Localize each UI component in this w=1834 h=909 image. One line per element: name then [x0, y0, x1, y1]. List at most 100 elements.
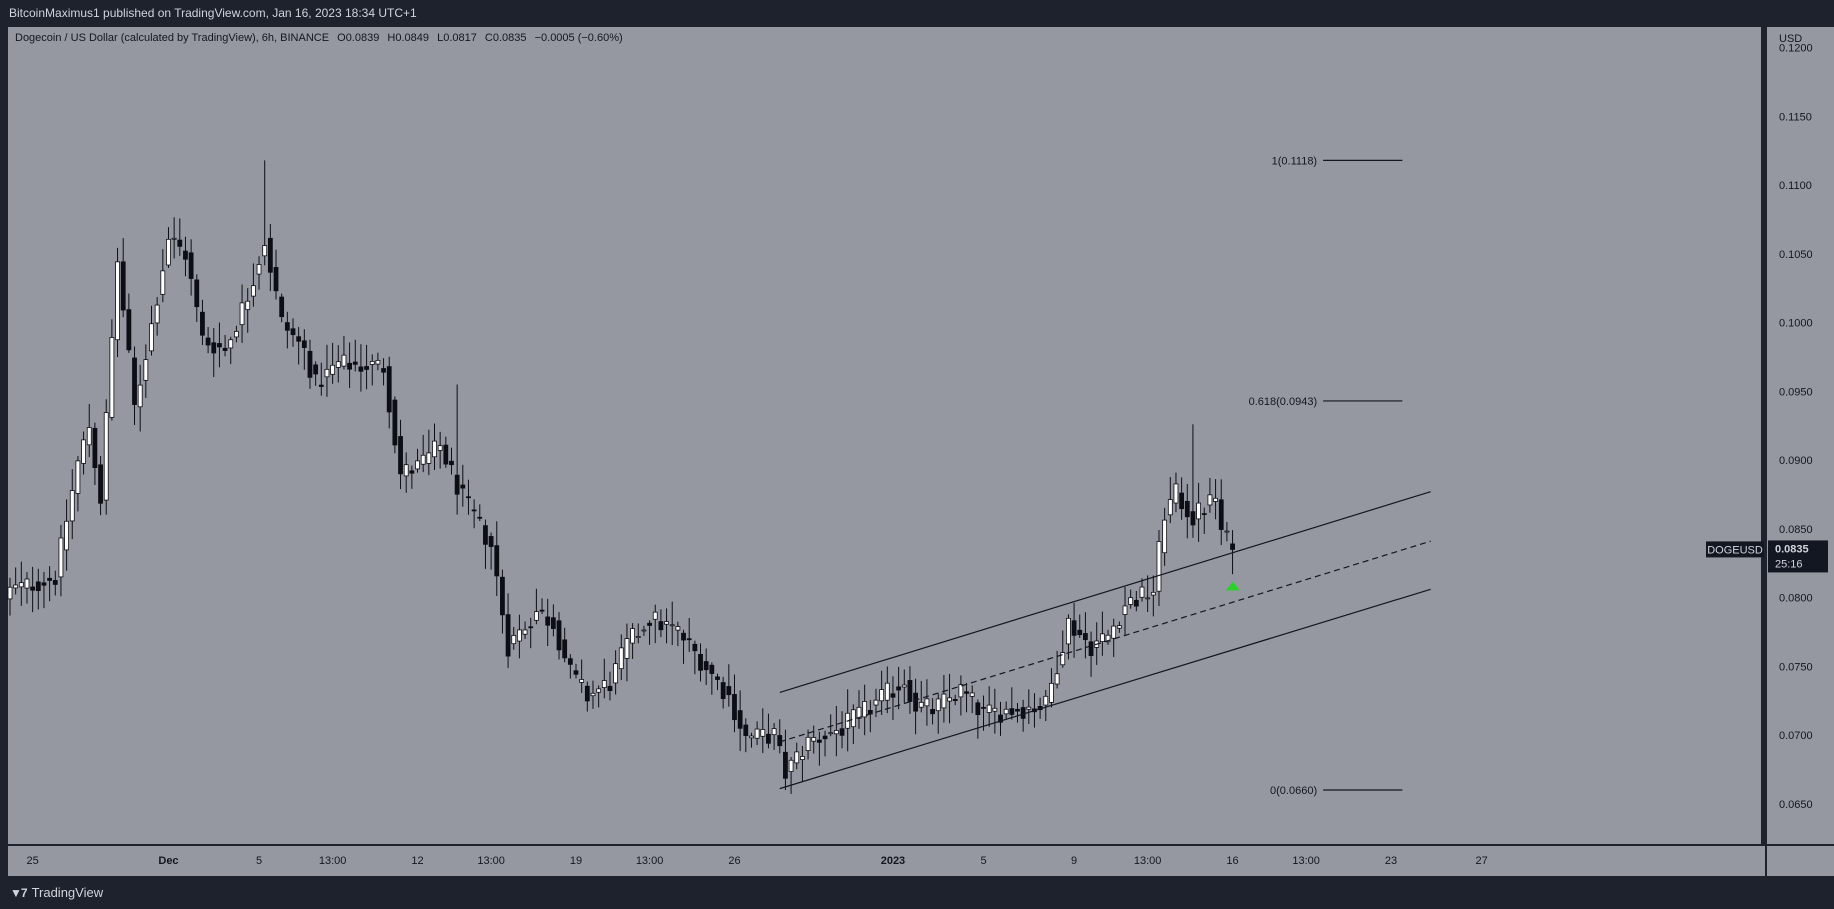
candle [777, 719, 783, 754]
candle-down-body [126, 309, 132, 351]
price-scale-background[interactable] [1767, 27, 1834, 845]
price-tick-label: 0.0850 [1779, 524, 1813, 536]
candle-up-body [160, 270, 166, 295]
candle-down-body [681, 632, 686, 641]
tradingview-brand[interactable]: ▼7 TradingView [10, 885, 103, 900]
candle-up-body [1066, 617, 1071, 645]
candle [1077, 614, 1083, 639]
candle-up-body [590, 692, 596, 697]
candle [1116, 621, 1122, 633]
candle [143, 344, 149, 398]
candle [1162, 507, 1168, 566]
candle-up-body [250, 285, 256, 297]
candle-up-body [64, 520, 69, 551]
candle-up-body [969, 692, 975, 697]
arrow-up-icon [1225, 581, 1240, 591]
price-chart[interactable]: 1(0.1118)0.618(0.0943)0(0.0660) 0.12000.… [0, 27, 1834, 876]
candle-up-body [228, 339, 234, 349]
candle-up-body [13, 584, 19, 589]
candle [1015, 702, 1020, 723]
legend-low-value: 0.0817 [443, 32, 477, 44]
legend-symbol[interactable]: Dogecoin / US Dollar (calculated by Trad… [15, 32, 329, 44]
candle-up-body [850, 709, 856, 728]
candle [839, 711, 845, 749]
price-tick-label: 0.0650 [1779, 799, 1813, 811]
candle [669, 601, 675, 646]
chart-frame[interactable]: 1(0.1118) 0.618(0.0943) 0(0.0660) 0.1200 0.… [0, 27, 1834, 876]
candle-up-body [613, 663, 619, 684]
candle-down-body [35, 581, 41, 592]
candle-down-body [211, 342, 217, 354]
time-scale-background[interactable] [8, 845, 1834, 876]
candle-down-body [686, 638, 692, 641]
candle [171, 217, 177, 259]
candle [601, 658, 607, 699]
candle [743, 718, 749, 753]
candle-up-body [1049, 682, 1054, 703]
time-tick-label: 27 [1475, 855, 1487, 867]
time-tick-label: Dec [158, 855, 178, 867]
candle-up-body [924, 698, 930, 707]
candle-down-body [607, 685, 613, 692]
candle-down-body [545, 616, 551, 626]
candle-up-body [754, 728, 760, 739]
candle [115, 247, 120, 358]
candle-down-body [358, 366, 364, 372]
candle [969, 685, 975, 714]
candle [958, 675, 964, 716]
candle [166, 227, 171, 268]
candle-up-body [1099, 633, 1105, 643]
candle [1190, 424, 1196, 538]
publish-info: BitcoinMaximus1 published on TradingView… [0, 0, 1834, 27]
candle [828, 714, 834, 737]
price-tick-label: 0.1050 [1779, 249, 1813, 261]
candle [952, 694, 958, 706]
time-tick-label: 13:00 [319, 855, 347, 867]
candle [267, 224, 273, 292]
candle [913, 678, 918, 735]
candle-down-body [483, 525, 488, 545]
candle [222, 335, 228, 357]
candle-up-body [873, 699, 879, 706]
candle [1207, 477, 1213, 513]
time-tick-label: 2023 [881, 855, 905, 867]
candle [273, 249, 279, 300]
candle-down-body [98, 464, 103, 504]
time-tick-label: 12 [411, 855, 423, 867]
candle-up-body [1162, 519, 1168, 554]
candle [449, 447, 454, 475]
candle [211, 328, 217, 378]
price-tick-label: 0.0800 [1779, 593, 1813, 605]
legend-high-label: H [387, 32, 395, 44]
candle [884, 666, 890, 714]
candle [556, 612, 562, 660]
candle [41, 571, 47, 609]
price-tick-label: 0.1000 [1779, 318, 1813, 330]
candle [1099, 611, 1105, 656]
candle [533, 588, 539, 625]
candle [618, 634, 624, 680]
legend[interactable]: Dogecoin / US Dollar (calculated by Trad… [15, 32, 623, 44]
candle [471, 499, 477, 529]
candle-up-body [432, 440, 437, 458]
last-price-badge[interactable]: DOGEUSD 0.0835 25:16 [1706, 540, 1828, 573]
candle-down-body [1077, 629, 1083, 636]
candle-up-body [115, 261, 120, 341]
candle [511, 626, 517, 650]
candle-up-body [426, 452, 432, 464]
candle [1184, 484, 1190, 539]
candle-down-body [364, 366, 369, 370]
candle-down-body [500, 576, 505, 616]
candle [766, 713, 771, 749]
candle-up-body [1156, 541, 1162, 592]
channel-middle-line [779, 540, 1431, 743]
time-tick-label: 5 [980, 855, 986, 867]
candle [1179, 477, 1185, 520]
candle [1201, 507, 1207, 534]
candle [296, 327, 302, 365]
candle [1111, 618, 1117, 658]
candle [194, 274, 200, 322]
candle-up-body [800, 756, 805, 760]
candle-up-body [369, 361, 375, 365]
candle [47, 566, 53, 602]
